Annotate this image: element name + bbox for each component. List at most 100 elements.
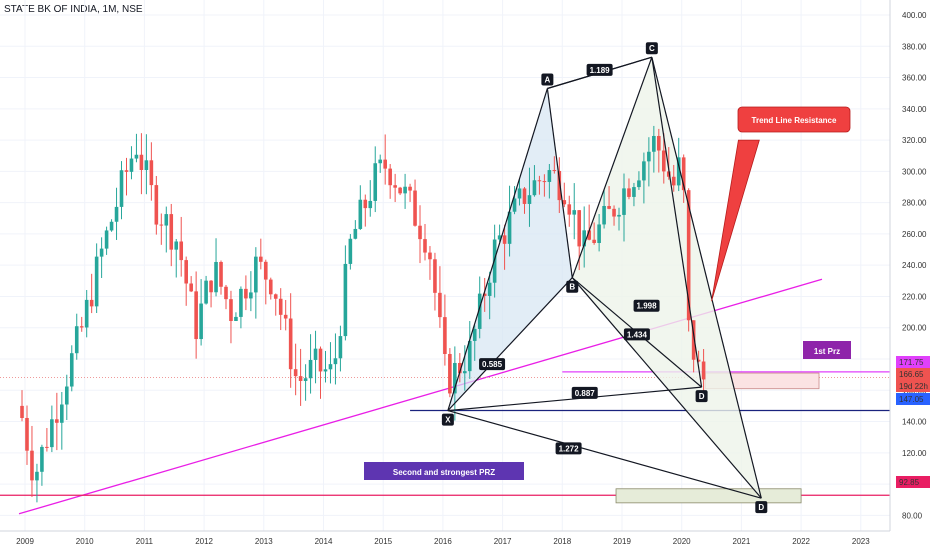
candle-body	[244, 288, 248, 299]
ratio-text: 0.887	[575, 389, 596, 398]
candle-body	[169, 214, 174, 250]
candle-body	[323, 369, 328, 372]
harmonic-leg	[651, 57, 762, 499]
ratio-label: 0.887	[571, 386, 598, 399]
candle-body	[348, 238, 353, 264]
candle-body	[144, 160, 149, 170]
candle-body	[338, 336, 343, 359]
y-tick-label: 260.00	[902, 230, 927, 239]
candle-body	[378, 159, 383, 164]
candle-body	[532, 180, 537, 196]
price-tags: 171.75 166.65 19d 22h 147.05 92.85	[896, 356, 930, 488]
x-tick-label: 2020	[673, 537, 691, 546]
candle-body	[194, 291, 198, 340]
harmonic-leg	[447, 410, 762, 499]
y-tick-label: 80.00	[902, 511, 923, 520]
candle-body	[632, 187, 636, 197]
y-tick-label: 320.00	[902, 136, 927, 145]
candle-body	[542, 181, 547, 183]
ratio-text: 1.272	[559, 444, 580, 453]
candle-body	[254, 256, 258, 293]
svg-text:171.75: 171.75	[899, 358, 924, 367]
candle-body	[189, 283, 193, 292]
candle-body	[214, 261, 218, 293]
candle-body	[154, 185, 159, 225]
svg-text:D: D	[699, 392, 705, 401]
price-tag: 147.05	[896, 393, 930, 405]
candles	[20, 125, 706, 503]
candle-body	[443, 317, 447, 354]
candle-body	[383, 159, 387, 169]
candle-body	[184, 260, 188, 284]
candle-body	[482, 293, 487, 296]
candle-body	[622, 188, 626, 215]
y-tick-label: 400.00	[902, 11, 927, 20]
candle-body	[79, 326, 84, 328]
candle-body	[642, 161, 646, 181]
candle-body	[657, 135, 661, 151]
second-prz-box	[615, 488, 802, 504]
svg-text:147.05: 147.05	[899, 395, 924, 404]
x-tick-label: 2018	[553, 537, 571, 546]
candle-body	[119, 170, 124, 207]
candle-body	[288, 318, 293, 370]
grid	[0, 0, 890, 531]
candle-body	[666, 171, 671, 177]
pattern-point-B: B	[566, 280, 579, 293]
x-tick-label: 2013	[255, 537, 273, 546]
candle-body	[234, 316, 238, 321]
ratio-label: 1.998	[633, 299, 660, 312]
candle-body	[60, 404, 64, 423]
candle-body	[99, 248, 104, 257]
candle-body	[283, 314, 288, 319]
candle-body	[134, 154, 139, 159]
candle-body	[627, 188, 631, 197]
svg-text:1st Prz: 1st Prz	[814, 347, 840, 356]
ratio-labels: 0.585 1.189 1.434 0.887 1.998 1.272	[479, 63, 660, 455]
candle-body	[547, 170, 552, 182]
candle-body	[423, 239, 427, 253]
candle-body	[159, 224, 164, 226]
pattern-point-C: C	[645, 42, 658, 55]
candle-body	[174, 241, 179, 250]
candle-body	[358, 199, 363, 229]
candle-body	[403, 186, 407, 194]
candle-body	[204, 280, 208, 304]
price-tag: 19d 22h	[896, 380, 930, 392]
candle-body	[363, 199, 368, 209]
candle-body	[268, 279, 273, 295]
candle-body	[303, 378, 308, 381]
y-tick-label: 380.00	[902, 42, 927, 51]
candle-body	[199, 303, 203, 340]
candle-body	[592, 239, 596, 244]
svg-text:Second and strongest PRZ: Second and strongest PRZ	[393, 468, 495, 477]
candle-body	[318, 348, 323, 372]
x-axis: 2009 2010 2011 2012 2013 2014 2015 2016 2017 2018…	[0, 530, 890, 546]
x-tick-label: 2019	[613, 537, 631, 546]
x-tick-label: 2016	[434, 537, 452, 546]
candle-body	[104, 230, 109, 249]
candle-body	[502, 235, 507, 244]
x-tick-label: 2011	[136, 537, 154, 546]
trend-line-resistance-callout: Trend Line Resistance	[711, 106, 851, 302]
y-tick-label: 200.00	[902, 324, 927, 333]
svg-text:166.65: 166.65	[899, 370, 924, 379]
candle-body	[497, 235, 502, 240]
x-tick-label: 2009	[16, 537, 34, 546]
candle-body	[652, 135, 656, 152]
candle-body	[517, 188, 522, 199]
candle-body	[308, 359, 313, 379]
candle-body	[69, 353, 74, 387]
second-prz-label: Second and strongest PRZ	[364, 462, 524, 480]
candle-body	[353, 228, 358, 239]
y-tick-label: 120.00	[902, 449, 927, 458]
harmonic-leg	[546, 88, 573, 278]
x-tick-label: 2023	[852, 537, 870, 546]
candle-body	[467, 340, 472, 372]
svg-text:X: X	[445, 416, 451, 425]
ratio-text: 1.189	[590, 66, 611, 75]
candle-body	[686, 190, 691, 321]
ratio-text: 0.585	[482, 360, 503, 369]
svg-text:C: C	[649, 44, 655, 53]
